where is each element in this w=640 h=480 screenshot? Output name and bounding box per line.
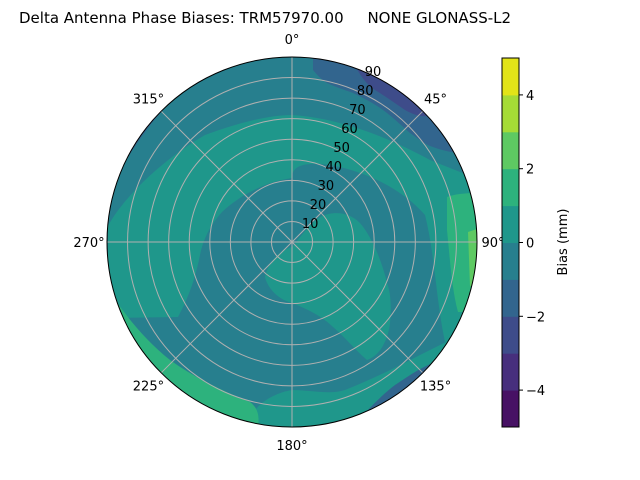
colorbar-swatch <box>502 242 519 280</box>
theta-grid-spoke <box>291 241 424 374</box>
theta-tick-label: 135° <box>420 380 451 395</box>
contour-region-0-1-lobe <box>265 213 391 360</box>
r-tick-label: 80 <box>357 84 374 99</box>
theta-grid-spoke <box>160 241 293 374</box>
colorbar-label: Bias (mm) <box>556 209 571 276</box>
r-tick-label: 30 <box>318 179 335 194</box>
theta-tick-label: 315° <box>133 92 164 107</box>
theta-tick-label: 0° <box>285 33 300 48</box>
colorbar-swatch <box>502 316 519 354</box>
colorbar-swatch <box>502 279 519 317</box>
r-tick-label: 70 <box>349 103 366 118</box>
chart-title: Delta Antenna Phase Biases: TRM57970.00 … <box>19 9 511 27</box>
theta-tick-label: 225° <box>133 380 164 395</box>
colorbar-tick-label: 2 <box>526 163 534 178</box>
r-tick-label: 50 <box>333 141 350 156</box>
colorbar-swatch <box>502 58 519 96</box>
contour-region-2-3-right <box>468 228 477 288</box>
r-tick-label: 60 <box>341 122 358 137</box>
theta-grid-spoke <box>160 110 293 243</box>
r-tick-label: 40 <box>325 160 342 175</box>
colorbar-swatch <box>502 131 519 170</box>
r-tick-label: 20 <box>310 198 327 213</box>
colorbar-swatch <box>502 353 519 391</box>
colorbar: −4 −2 0 2 4 <box>501 57 545 428</box>
colorbar-tick-label: 0 <box>526 237 534 252</box>
colorbar-tick-label: 4 <box>526 89 534 104</box>
radial-tick-labels: 10 20 30 40 50 60 70 80 90 <box>302 65 381 232</box>
colorbar-swatch <box>502 390 519 428</box>
contour-region-2-3-lowerleft <box>107 320 120 350</box>
colorbar-swatch <box>502 94 519 133</box>
theta-grid-spoke <box>291 110 424 243</box>
polar-grid <box>107 57 477 427</box>
colorbar-swatch <box>502 168 519 207</box>
polar-frame <box>106 56 478 428</box>
theta-tick-label: 180° <box>276 439 307 454</box>
theta-tick-label: 270° <box>73 236 104 251</box>
theta-tick-label: 45° <box>424 92 447 107</box>
r-tick-label: 90 <box>365 65 382 80</box>
r-tick-label: 10 <box>302 217 319 232</box>
colorbar-tick-label: −4 <box>526 384 545 399</box>
colorbar-swatch <box>502 205 519 243</box>
theta-tick-label: 90° <box>481 236 504 251</box>
contour-region-0-1-band <box>108 115 477 342</box>
angular-tick-labels: 0° 45° 90° 135° 180° 225° 270° 315° <box>73 33 504 454</box>
colorbar-tick-label: −2 <box>526 310 545 325</box>
